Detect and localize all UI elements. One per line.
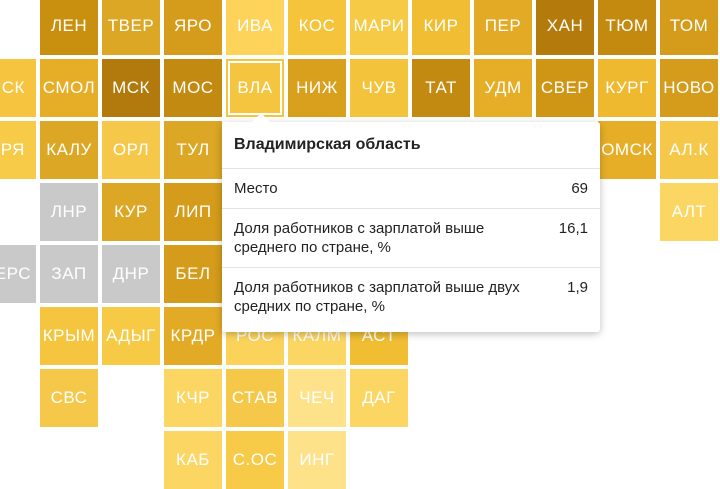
region-tile[interactable]: КЧР <box>164 369 222 427</box>
region-tile[interactable]: ХЕРС <box>0 245 36 303</box>
region-tile[interactable]: ДНР <box>102 245 160 303</box>
region-tile[interactable]: ЗАП <box>40 245 98 303</box>
region-tile[interactable]: ТАТ <box>412 59 470 117</box>
region-tile[interactable]: КАБ <box>164 431 222 489</box>
region-tile[interactable]: БЕЛ <box>164 245 222 303</box>
tooltip-row-above-average: Доля работников с зарплатой выше среднег… <box>222 209 600 268</box>
region-tile[interactable]: ЛЕН <box>40 0 98 55</box>
region-tile[interactable]: МОС <box>164 59 222 117</box>
region-tile[interactable]: БРЯ <box>0 121 36 179</box>
tooltip-title: Владимирская область <box>222 122 600 169</box>
region-tile[interactable]: ПЕР <box>474 0 532 55</box>
region-tile[interactable]: КИР <box>412 0 470 55</box>
region-tile[interactable]: КУРГ <box>598 59 656 117</box>
region-tile[interactable]: ТВЕР <box>102 0 160 55</box>
region-tile[interactable]: ТЮМ <box>598 0 656 55</box>
region-tile[interactable]: ЛИП <box>164 183 222 241</box>
region-tile[interactable]: ИНГ <box>288 431 346 489</box>
tooltip-pointer <box>252 113 270 122</box>
tooltip-row-value: 69 <box>571 180 588 197</box>
region-tile[interactable]: ТУЛ <box>164 121 222 179</box>
region-tile[interactable]: С.ОС <box>226 431 284 489</box>
region-tile[interactable]: ОРЛ <box>102 121 160 179</box>
region-tile[interactable]: ЧУВ <box>350 59 408 117</box>
region-tile[interactable]: МСК <box>102 59 160 117</box>
region-tile[interactable]: НОВО <box>660 59 718 117</box>
tooltip-row-label: Место <box>234 180 278 197</box>
region-tile[interactable]: ДАГ <box>350 369 408 427</box>
region-tile[interactable]: ПСК <box>0 59 36 117</box>
region-tile[interactable]: ВЛА <box>226 59 284 117</box>
region-tile[interactable]: ТОМ <box>660 0 718 55</box>
region-tile[interactable]: ИВА <box>226 0 284 55</box>
region-tile[interactable]: УДМ <box>474 59 532 117</box>
tooltip-row-rank: Место 69 <box>222 169 600 209</box>
tooltip-row-value: 16,1 <box>558 220 588 237</box>
region-tile[interactable]: СТАВ <box>226 369 284 427</box>
region-tile[interactable]: АЛ.К <box>660 121 718 179</box>
region-tile[interactable]: СВЕР <box>536 59 594 117</box>
region-tile[interactable]: ХАН <box>536 0 594 55</box>
region-tile[interactable]: КУР <box>102 183 160 241</box>
region-tile[interactable]: НИЖ <box>288 59 346 117</box>
region-tile[interactable]: СМОЛ <box>40 59 98 117</box>
region-tile[interactable]: КРДР <box>164 307 222 365</box>
region-tile[interactable]: АЛТ <box>660 183 718 241</box>
tooltip-row-label: Доля работников с зарплатой выше среднег… <box>234 220 485 256</box>
region-tile[interactable]: ОМСК <box>598 121 656 179</box>
region-tile[interactable]: ЧЕЧ <box>288 369 346 427</box>
region-tile[interactable]: КАЛУ <box>40 121 98 179</box>
region-tile[interactable]: СВС <box>40 369 98 427</box>
region-tooltip: Владимирская область Место 69 Доля работ… <box>222 113 600 332</box>
region-tile[interactable]: МАРИ <box>350 0 408 55</box>
tooltip-row-value: 1,9 <box>567 279 588 296</box>
region-tile[interactable]: ЛНР <box>40 183 98 241</box>
region-tile[interactable]: КРЫМ <box>40 307 98 365</box>
region-tile[interactable]: ЯРО <box>164 0 222 55</box>
region-tile[interactable]: КОС <box>288 0 346 55</box>
region-tile[interactable]: АДЫГ <box>102 307 160 365</box>
tooltip-row-label: Доля работников с зарплатой выше двух ср… <box>234 279 520 315</box>
tooltip-row-above-double-average: Доля работников с зарплатой выше двух ср… <box>222 268 600 326</box>
